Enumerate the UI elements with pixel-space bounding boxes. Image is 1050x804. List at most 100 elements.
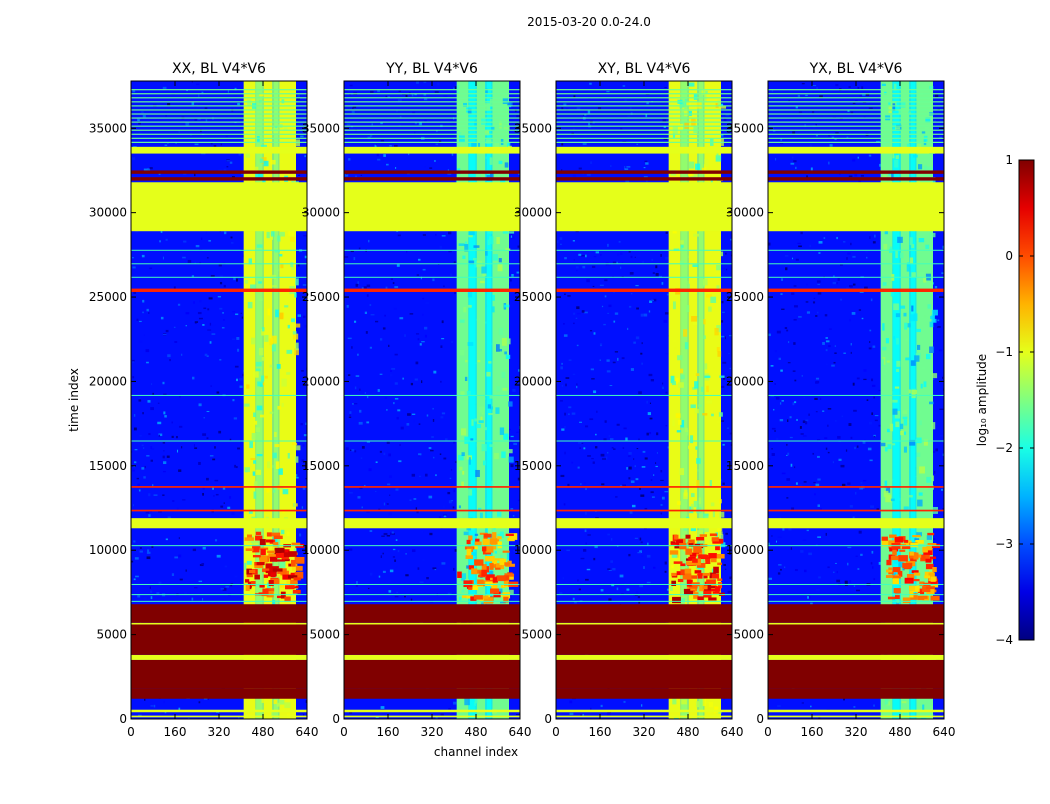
channel-stripe: [911, 81, 916, 719]
flagged-row: [768, 604, 944, 623]
y-tick-label: 15000: [89, 459, 127, 473]
flagged-row: [344, 709, 520, 713]
flagged-row: [556, 182, 732, 232]
panel-image: [344, 81, 520, 719]
x-tick-label: 320: [208, 725, 231, 739]
thin-rows: [131, 89, 307, 602]
strong-emission: [457, 532, 519, 604]
x-tick-label: 480: [677, 725, 700, 739]
flagged-row: [556, 170, 732, 174]
x-tick-label: 640: [296, 725, 319, 739]
flagged-row: [131, 654, 307, 660]
y-tick-label: 25000: [726, 290, 764, 304]
flagged-row: [344, 170, 520, 174]
colorbar-tick-label: 0: [1005, 249, 1013, 263]
x-tick-label: 0: [552, 725, 560, 739]
colorbar-tick-label: −1: [995, 345, 1013, 359]
flagged-row: [344, 182, 520, 232]
flagged-rows: [556, 146, 732, 718]
flagged-row: [556, 688, 732, 699]
channel-stripe: [274, 81, 279, 719]
flagged-row: [556, 604, 732, 623]
channel-stripe: [681, 81, 688, 719]
figure-title: 2015-03-20 0.0-24.0: [527, 15, 651, 29]
y-tick-label: 35000: [302, 121, 340, 135]
flagged-row: [344, 177, 520, 181]
colorbar: 1 0 −1 −2 −3 −4 log₁₀ amplitude: [975, 153, 1035, 647]
channel-stripe: [263, 81, 273, 719]
flagged-row: [556, 509, 732, 512]
flagged-row: [131, 486, 307, 488]
flagged-row: [344, 688, 520, 699]
x-tick-label: 160: [377, 725, 400, 739]
flagged-rows: [344, 146, 520, 718]
flagged-row: [556, 709, 732, 713]
y-tick-label: 30000: [726, 206, 764, 220]
x-tick-label: 640: [721, 725, 744, 739]
y-tick-label: 25000: [514, 290, 552, 304]
channel-stripe: [688, 81, 698, 719]
flagged-row: [344, 604, 520, 623]
panel-4: YX, BL V4*V6 0 160 320 480 640 0 5000 10000 15000…: [726, 61, 956, 739]
y-tick-label: 20000: [514, 374, 552, 388]
flagged-row: [131, 170, 307, 174]
flagged-row: [768, 486, 944, 488]
panel-title: XX, BL V4*V6: [172, 61, 266, 77]
y-tick-label: 25000: [302, 290, 340, 304]
y-tick-label: 15000: [302, 459, 340, 473]
y-tick-label: 15000: [726, 459, 764, 473]
panel-image: [768, 81, 944, 719]
flagged-row: [556, 288, 732, 292]
channel-stripe: [476, 81, 486, 719]
flagged-row: [131, 622, 307, 625]
flagged-row: [131, 288, 307, 292]
flagged-row: [344, 659, 520, 689]
colorbar-tick-label: −2: [995, 441, 1013, 455]
panel-title: YY, BL V4*V6: [385, 61, 478, 77]
y-tick-label: 30000: [514, 206, 552, 220]
flagged-row: [768, 622, 944, 625]
thin-rows: [344, 89, 520, 602]
x-tick-label: 640: [509, 725, 532, 739]
x-tick-label: 160: [801, 725, 824, 739]
channel-stripe: [699, 81, 704, 719]
y-tick-label: 5000: [733, 628, 764, 642]
flagged-row: [768, 624, 944, 655]
panel-image: [556, 81, 732, 719]
x-tick-label: 160: [589, 725, 612, 739]
y-tick-label: 0: [756, 712, 764, 726]
flagged-row: [131, 146, 307, 154]
x-axis-label: channel index: [434, 745, 518, 759]
flagged-row: [556, 654, 732, 660]
flagged-row: [344, 509, 520, 512]
panel-2: YY, BL V4*V6 0 160 320 480 640 0 5000 10000 15000…: [302, 61, 532, 739]
y-tick-label: 5000: [96, 628, 127, 642]
flagged-row: [344, 654, 520, 660]
y-tick-label: 10000: [726, 543, 764, 557]
flagged-row: [131, 604, 307, 623]
x-tick-label: 640: [933, 725, 956, 739]
x-tick-label: 320: [633, 725, 656, 739]
y-axis-label: time index: [67, 368, 81, 432]
colorbar-tick-label: −3: [995, 537, 1013, 551]
panel-1: XX, BL V4*V6 0 160 320 480 640 0 5000 10000 15000…: [89, 61, 319, 739]
thin-rows: [768, 89, 944, 602]
panel-title: YX, BL V4*V6: [809, 61, 903, 77]
flagged-row: [556, 177, 732, 181]
x-tick-label: 320: [845, 725, 868, 739]
flagged-row: [344, 288, 520, 292]
y-tick-label: 0: [332, 712, 340, 726]
channel-stripe: [469, 81, 476, 719]
channel-stripe: [256, 81, 263, 719]
y-tick-label: 0: [119, 712, 127, 726]
flagged-row: [768, 182, 944, 232]
panel-3: XY, BL V4*V6 0 160 320 480 640 0 5000 10000 15000…: [514, 61, 744, 739]
flagged-row: [131, 509, 307, 512]
flagged-row: [768, 518, 944, 529]
flagged-row: [344, 146, 520, 154]
flagged-row: [768, 688, 944, 699]
channel-stripe: [487, 81, 492, 719]
flagged-row: [131, 688, 307, 699]
